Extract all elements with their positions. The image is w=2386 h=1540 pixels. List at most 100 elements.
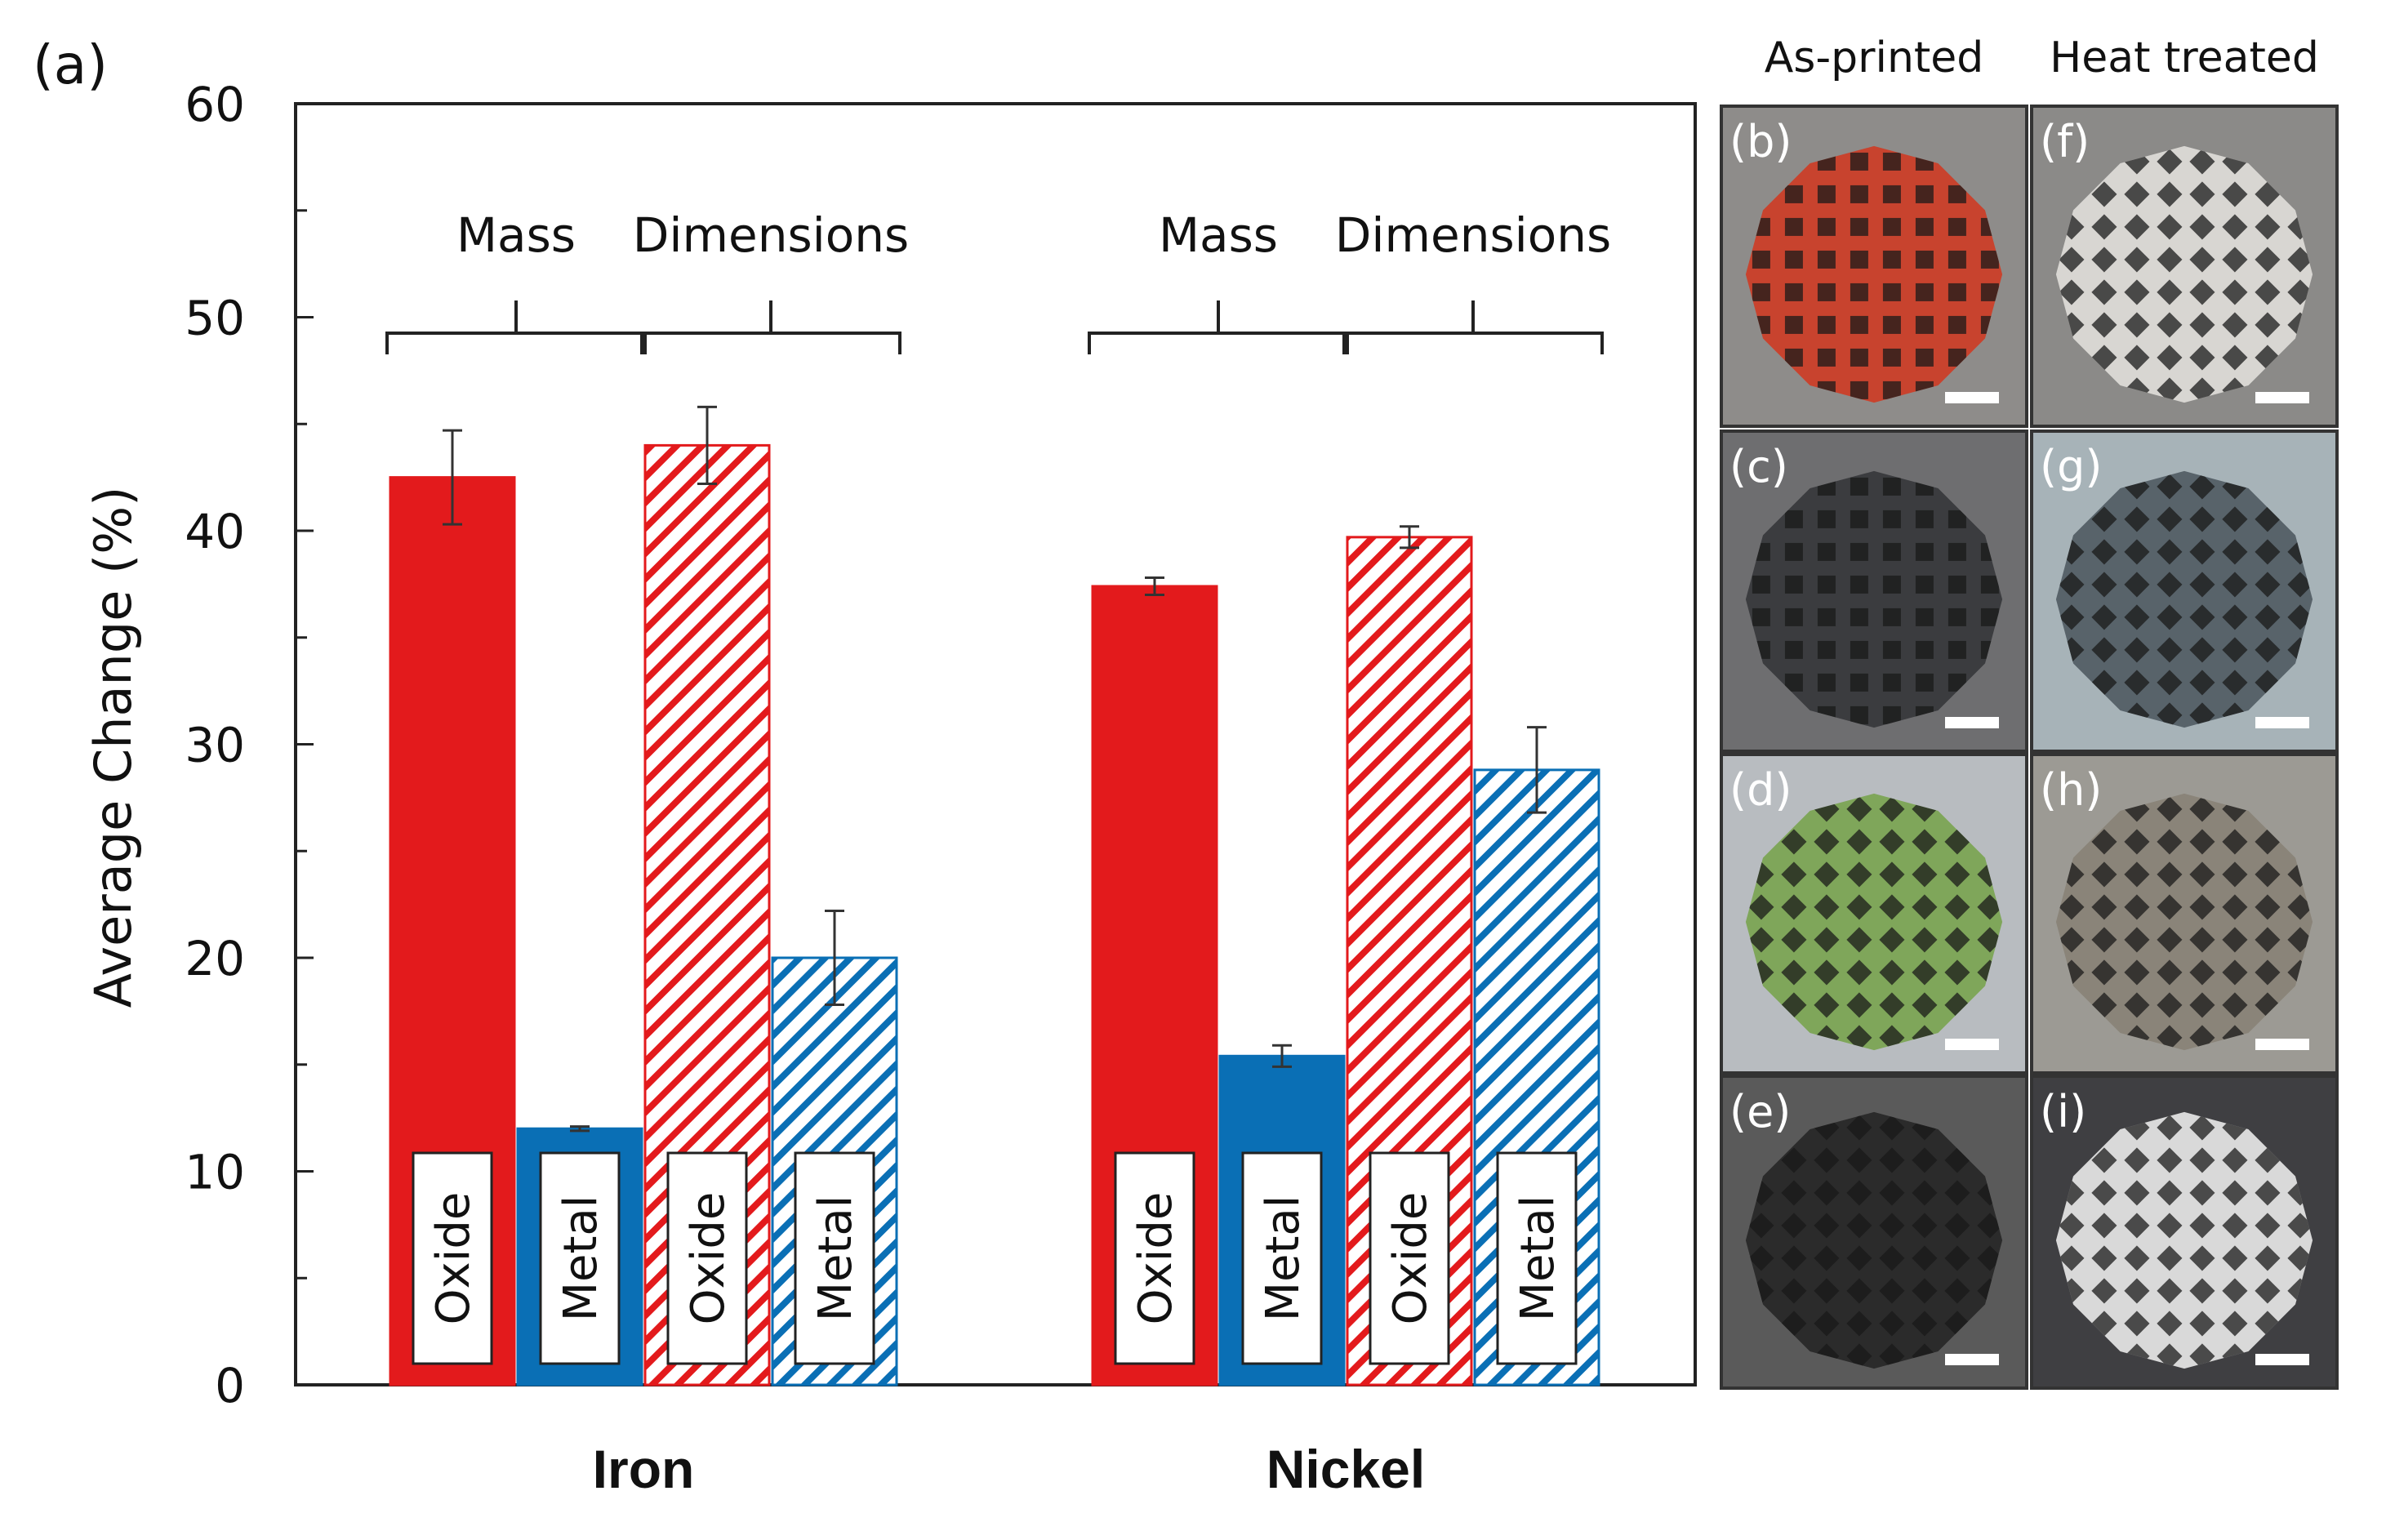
lattice-hole (2157, 702, 2183, 728)
lattice-hole (2124, 312, 2150, 338)
lattice-hole (2059, 604, 2085, 630)
lattice-hole (2124, 1180, 2150, 1206)
lattice-hole (2255, 539, 2281, 565)
photo-label: (e) (1729, 1086, 1791, 1137)
lattice-hole (1912, 861, 1938, 888)
lattice-hole (2091, 279, 2117, 305)
lattice-hole (2189, 670, 2215, 696)
lattice-hole (2124, 345, 2150, 371)
lattice-hole (1748, 1213, 1774, 1239)
lattice-hole (1912, 992, 1938, 1018)
lattice-hole (2189, 345, 2215, 371)
lattice-hole (1846, 1343, 1872, 1369)
lattice-hole (1879, 894, 1905, 920)
lattice-hole (2222, 1213, 2248, 1239)
lattice-hole (2124, 861, 2150, 888)
bracket (640, 300, 901, 354)
lattice-hole (1882, 705, 1901, 724)
lattice-hole (1882, 608, 1901, 626)
lattice-hole (1846, 861, 1872, 888)
photo-panel: As-printed Heat treated (b) (f) (c) (g) (d) (h)… (1720, 33, 2339, 1390)
lattice-hole (2222, 572, 2248, 598)
lattice-hole (2157, 377, 2183, 403)
lattice-hole (1781, 861, 1807, 888)
lattice-hole (1879, 992, 1905, 1018)
lattice-hole (1948, 640, 1966, 659)
lattice-hole (2059, 572, 2085, 598)
bar-label-box (1114, 1151, 1195, 1365)
lattice-hole (2189, 894, 2215, 920)
lattice-hole (1817, 640, 1836, 659)
lattice-hole (1817, 575, 1836, 594)
lattice-body (2055, 1111, 2313, 1369)
lattice-hole (1948, 608, 1966, 626)
lattice-hole (1850, 608, 1868, 626)
lattice-hole (1850, 348, 1868, 367)
lattice-hole (2059, 894, 2085, 920)
lattice-hole (2255, 572, 2281, 598)
scale-bar (2255, 1039, 2309, 1050)
lattice-hole (1817, 673, 1836, 692)
lattice-hole (2091, 539, 2117, 565)
lattice-hole (2189, 1311, 2215, 1337)
lattice-hole (1846, 1278, 1872, 1304)
group-label-iron: Iron (593, 1439, 695, 1499)
lattice-hole (1915, 640, 1934, 659)
lattice-hole (1814, 1245, 1840, 1271)
lattice-hole (2255, 279, 2281, 305)
lattice-hole (1850, 510, 1868, 528)
y-tick-label: 40 (185, 504, 245, 559)
bar-label: Oxide (682, 1192, 735, 1325)
lattice-hole (1882, 510, 1901, 528)
lattice-hole (2091, 247, 2117, 273)
lattice-hole (2222, 670, 2248, 696)
lattice-hole (1915, 217, 1934, 236)
photo-label: (i) (2040, 1086, 2086, 1137)
bracket (385, 300, 647, 354)
scale-bar (1945, 717, 1999, 728)
lattice-hole (2124, 637, 2150, 663)
lattice-hole (2222, 861, 2248, 888)
lattice-hole (1944, 1213, 1970, 1239)
lattice-hole (2287, 247, 2313, 273)
lattice-hole (2222, 992, 2248, 1018)
lattice-hole (2124, 992, 2150, 1018)
lattice-hole (2255, 861, 2281, 888)
lattice-hole (1882, 315, 1901, 334)
bar-labels: Oxide Metal Oxide Metal Oxide Metal Oxide Metal (412, 1151, 1578, 1365)
dark-oxide-lattice-photo: (c) (1720, 430, 2028, 753)
lattice-hole (1882, 575, 1901, 594)
lattice-hole (2091, 214, 2117, 240)
lattice-hole (1879, 1115, 1905, 1141)
lattice-hole (1948, 315, 1966, 334)
lattice-hole (1850, 673, 1868, 692)
lattice-hole (2222, 214, 2248, 240)
lattice-hole (1784, 575, 1803, 594)
lattice-hole (2157, 861, 2183, 888)
lattice-hole (1882, 185, 1901, 203)
lattice-hole (1784, 250, 1803, 269)
lattice-hole (1814, 1278, 1840, 1304)
lattice-hole (1879, 959, 1905, 986)
lattice-hole (1784, 542, 1803, 561)
y-tick-label: 0 (215, 1358, 245, 1413)
photo-label: (b) (1729, 116, 1792, 167)
lattice-hole (1944, 959, 1970, 986)
lattice-hole (2124, 894, 2150, 920)
lattice-hole (1846, 959, 1872, 986)
lattice-hole (1748, 1245, 1774, 1271)
lattice-hole (1912, 1278, 1938, 1304)
lattice-hole (1850, 542, 1868, 561)
lattice-hole (2189, 796, 2215, 822)
lattice-hole (2157, 1025, 2183, 1051)
lattice-hole (2189, 539, 2215, 565)
lattice-hole (2091, 637, 2117, 663)
lattice-hole (1814, 1180, 1840, 1206)
lattice-hole (2189, 312, 2215, 338)
lattice-hole (2255, 637, 2281, 663)
lattice-hole (1781, 1245, 1807, 1271)
lattice-hole (2255, 1180, 2281, 1206)
lattice-hole (1948, 250, 1966, 269)
lattice-hole (1784, 283, 1803, 301)
